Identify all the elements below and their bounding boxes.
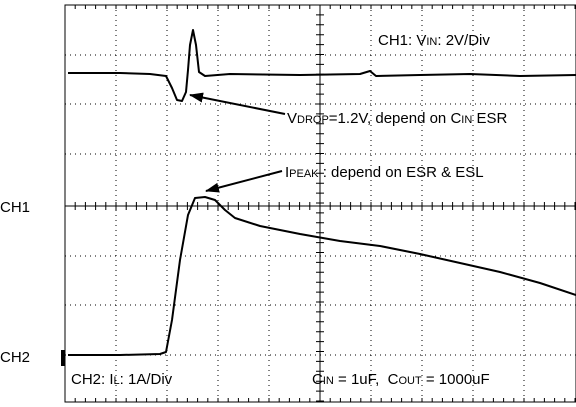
vdrop-note: VDROP=1.2V, depend on CIN ESR <box>287 110 507 127</box>
ch2-marker <box>61 350 65 366</box>
ch1-label: CH1 <box>0 199 30 216</box>
vdrop-arrow <box>189 92 286 115</box>
ch1-scale: CH1: VIN: 2V/Div <box>378 32 490 49</box>
ch2-trace <box>68 196 576 356</box>
ch2-scale: CH2: IL: 1A/Div <box>71 371 173 388</box>
component-note: CIN = 1uF, COUT = 1000uF <box>312 371 490 388</box>
ch1-trace <box>68 29 576 102</box>
graticule <box>64 4 576 403</box>
ipeak-note: IPEAK : depend on ESR & ESL <box>285 164 484 181</box>
tick-marks <box>64 4 576 402</box>
ch2-label: CH2 <box>0 349 30 366</box>
axis-ticks <box>64 4 576 402</box>
ipeak-arrow <box>205 170 283 193</box>
